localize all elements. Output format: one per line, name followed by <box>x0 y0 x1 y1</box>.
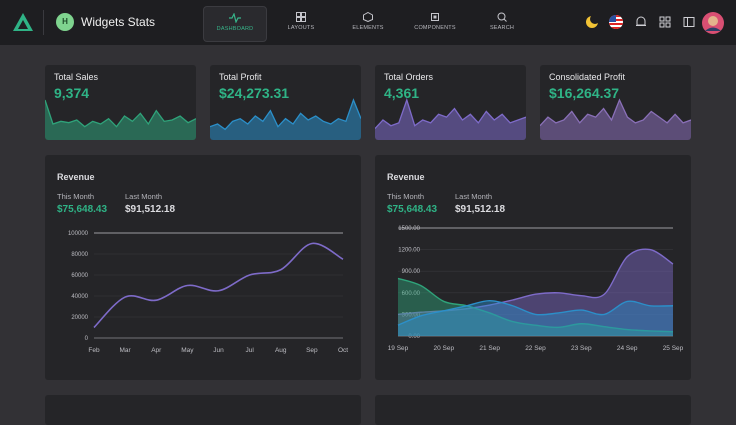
panel-title: Revenue <box>57 172 95 182</box>
card-title: Total Sales <box>54 72 98 82</box>
user-avatar[interactable] <box>701 11 725 35</box>
icon <box>296 12 306 22</box>
avatar-letter: H <box>56 13 74 31</box>
last-month-value: $91,512.18 <box>455 204 505 215</box>
panel-title: Revenue <box>387 172 425 182</box>
divider <box>43 10 44 35</box>
x-tick-label: Apr <box>151 347 162 354</box>
notifications[interactable] <box>635 16 647 28</box>
x-tick-label: 22 Sep <box>525 345 546 352</box>
app-title: Widgets Stats <box>81 15 155 29</box>
sparkline-area <box>375 100 526 140</box>
nav-label: DASHBOARD <box>217 26 254 32</box>
x-tick-label: 20 Sep <box>434 345 455 352</box>
y-tick-label: 1500.00 <box>398 226 420 232</box>
x-tick-label: Feb <box>88 347 100 354</box>
y-tick-label: 1200.00 <box>398 248 420 254</box>
apps[interactable] <box>659 16 671 28</box>
logo[interactable] <box>12 12 34 32</box>
x-tick-label: Jul <box>245 347 254 354</box>
x-tick-label: Mar <box>120 347 132 354</box>
y-tick-label: 20000 <box>71 315 88 321</box>
icon <box>229 13 241 23</box>
last-month-label: Last Month <box>455 192 492 201</box>
card-title: Total Orders <box>384 72 433 82</box>
chart-panel: Revenue This Month $75,648.43 Last Month $91… <box>45 155 361 380</box>
language-flag[interactable] <box>608 14 624 30</box>
nav-label: COMPONENTS <box>414 25 455 31</box>
page: {"header": {"logo_letter": "H", "title":… <box>0 0 736 412</box>
nav-dashboard[interactable]: DASHBOARD <box>203 6 267 42</box>
nav-elements[interactable]: ELEMENTS <box>337 6 399 40</box>
nav-components[interactable]: COMPONENTS <box>404 6 466 40</box>
y-tick-label: 900.00 <box>402 269 421 275</box>
this-month-label: This Month <box>387 192 424 201</box>
card-value: $16,264.37 <box>549 85 619 101</box>
panel <box>375 395 691 425</box>
nav-layouts[interactable]: LAYOUTS <box>270 6 332 40</box>
y-tick-label: 40000 <box>71 294 88 300</box>
chart: 0 20000 40000 60000 80000 100000 Feb Mar Apr May J… <box>45 155 361 380</box>
x-tick-label: 21 Sep <box>479 345 500 352</box>
sidebar-toggle[interactable] <box>683 16 695 28</box>
x-tick-label: Oct <box>338 347 348 354</box>
card-title: Consolidated Profit <box>549 72 625 82</box>
stat-card: Total Profit $24,273.31 <box>210 65 361 140</box>
sparkline-area <box>210 100 361 140</box>
nav-label: LAYOUTS <box>288 25 315 31</box>
header: H Widgets Stats DASHBOARD LAYOUTS ELEMEN… <box>0 0 736 45</box>
stat-card: Total Orders 4,361 <box>375 65 526 140</box>
y-tick-label: 80000 <box>71 252 88 258</box>
this-month-value: $75,648.43 <box>387 204 437 215</box>
this-month-value: $75,648.43 <box>57 204 107 215</box>
x-tick-label: 24 Sep <box>617 345 638 352</box>
nav-label: ELEMENTS <box>352 25 383 31</box>
x-tick-label: Sep <box>306 347 318 354</box>
last-month-label: Last Month <box>125 192 162 201</box>
icon <box>430 12 440 22</box>
icon <box>363 12 373 22</box>
x-tick-label: 19 Sep <box>388 345 409 352</box>
line-series <box>94 243 343 327</box>
x-tick-label: 23 Sep <box>571 345 592 352</box>
x-tick-label: Jun <box>213 347 224 354</box>
stat-card: Total Sales 9,374 <box>45 65 196 140</box>
y-tick-label: 100000 <box>68 231 89 237</box>
nav-search[interactable]: SEARCH <box>471 6 533 40</box>
chart: 0.00300.00600.00900.001200.001500.0019 S… <box>375 155 691 380</box>
card-value: $24,273.31 <box>219 85 289 101</box>
x-tick-label: 25 Sep <box>663 345 684 352</box>
x-tick-label: May <box>181 347 194 354</box>
nav-label: SEARCH <box>490 25 514 31</box>
card-value: 4,361 <box>384 85 419 101</box>
stat-card: Consolidated Profit $16,264.37 <box>540 65 691 140</box>
y-tick-label: 60000 <box>71 273 88 279</box>
icon <box>497 12 507 22</box>
x-tick-label: Aug <box>275 347 287 354</box>
card-value: 9,374 <box>54 85 89 101</box>
y-tick-label: 0 <box>85 336 89 342</box>
card-title: Total Profit <box>219 72 262 82</box>
theme-toggle[interactable] <box>585 15 599 29</box>
panel <box>45 395 361 425</box>
chart-panel: Revenue This Month $75,648.43 Last Month $91… <box>375 155 691 380</box>
this-month-label: This Month <box>57 192 94 201</box>
last-month-value: $91,512.18 <box>125 204 175 215</box>
